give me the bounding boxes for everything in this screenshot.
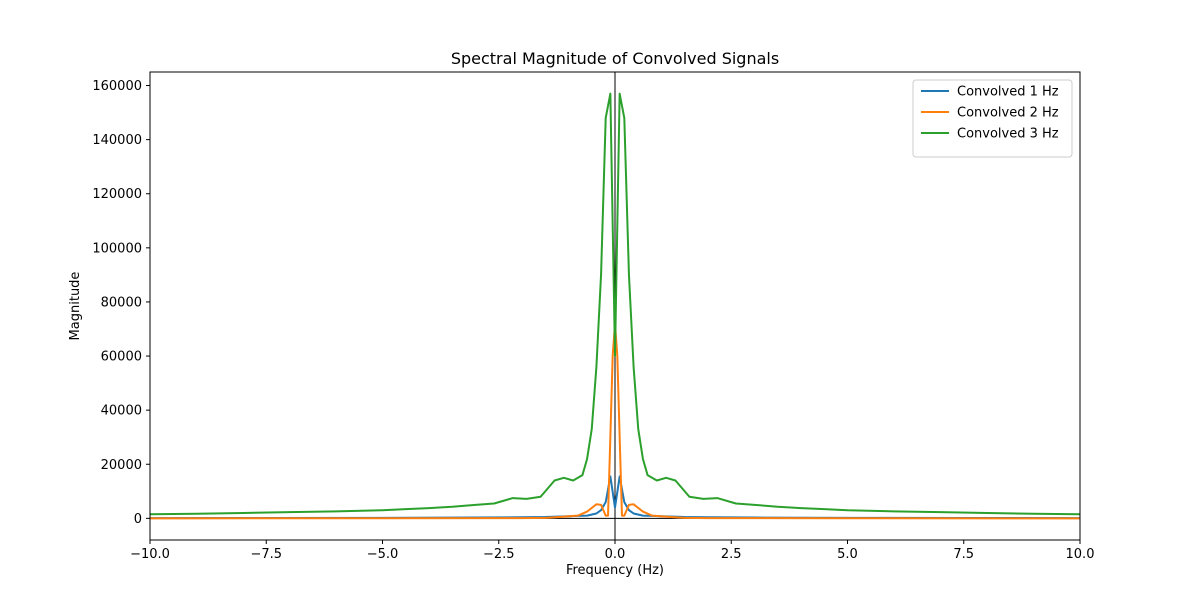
series-line-3 [150,92,1080,516]
y-tick-label: 40000 [101,404,142,419]
x-tick-label: 2.5 [721,547,742,562]
x-axis-label: Frequency (Hz) [566,563,664,578]
axis-ticks: −10.0 −7.5 −5.0 −2.5 0.0 2.5 5.0 7.5 10.0 0 20000 4… [92,79,1094,562]
plot-frame [149,71,1081,541]
x-tick-label: 10.0 [1066,547,1095,562]
y-tick-label: 20000 [101,458,142,473]
x-tick-label: −10.0 [130,547,170,562]
x-tick-label: −5.0 [367,547,399,562]
x-tick-label: 7.5 [953,547,974,562]
y-tick-label: 100000 [92,241,142,256]
legend: Convolved 1 Hz Convolved 2 Hz Convolved 3 … [912,79,1073,158]
x-tick-label: −7.5 [250,547,282,562]
chart-title: Spectral Magnitude of Convolved Signals [451,49,779,68]
legend-label-3: Convolved 3 Hz [957,127,1059,142]
y-tick-label: 140000 [92,133,142,148]
x-tick-label: 0.0 [605,547,626,562]
y-tick-label: 160000 [92,79,142,94]
plot-area [150,72,1080,540]
y-tick-label: 80000 [101,295,142,310]
legend-box [912,79,1073,158]
legend-label-2: Convolved 2 Hz [957,106,1059,121]
y-tick-label: 60000 [101,350,142,365]
x-tick-label: −2.5 [483,547,515,562]
x-tick-label: 5.0 [837,547,858,562]
y-tick-label: 0 [134,512,142,527]
y-tick-label: 120000 [92,187,142,202]
legend-label-1: Convolved 1 Hz [957,85,1059,100]
y-axis-label: Magnitude [68,272,83,341]
